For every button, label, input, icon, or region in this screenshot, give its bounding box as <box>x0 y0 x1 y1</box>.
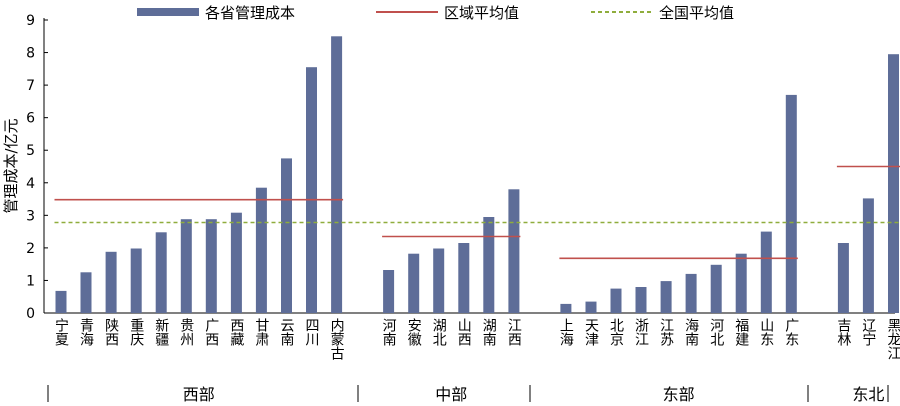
category-label: 山西 <box>456 318 472 346</box>
category-label: 内蒙古 <box>329 318 345 360</box>
bar <box>483 217 495 313</box>
group-label: 中部 <box>435 385 467 404</box>
category-label: 吉林 <box>835 318 851 346</box>
bar <box>55 290 67 313</box>
category-label: 贵州 <box>178 318 194 346</box>
category-label: 黑龙江 <box>886 318 900 360</box>
bar <box>105 251 117 313</box>
y-tick-label: 6 <box>26 111 35 127</box>
legend-national-label: 全国平均值 <box>659 4 734 22</box>
average-lines <box>54 165 900 260</box>
group-label: 东部 <box>663 385 695 404</box>
category-label: 天津 <box>583 318 599 346</box>
category-label: 海南 <box>683 318 699 346</box>
legend-regional-label: 区域平均值 <box>444 4 519 22</box>
y-tick-label: 4 <box>26 176 35 192</box>
category-label: 河南 <box>381 318 397 346</box>
category-label: 广东 <box>783 318 799 346</box>
category-label: 福建 <box>733 318 749 347</box>
y-tick-label: 0 <box>26 306 35 322</box>
legend-bar-label: 各省管理成本 <box>205 4 295 22</box>
labels: 0 1 2 3 4 5 6 7 8 9 管理成本/亿元宁夏 青海 陕西 重庆 新疆 贵州 广西 西藏 甘肃 云南 四川内… <box>2 13 900 404</box>
category-label: 江苏 <box>658 318 674 347</box>
category-label: 上海 <box>558 318 574 346</box>
bar <box>306 67 317 313</box>
bar <box>80 272 92 313</box>
bar <box>585 301 597 313</box>
bar <box>383 270 395 313</box>
category-label: 北京 <box>608 318 624 346</box>
bar <box>130 248 142 313</box>
y-tick-label: 3 <box>26 208 35 224</box>
bar <box>685 273 697 313</box>
bar <box>180 219 192 313</box>
bar <box>230 212 242 313</box>
category-label: 山东 <box>758 318 774 346</box>
category-label: 湖南 <box>481 318 497 346</box>
category-label: 陕西 <box>103 318 119 346</box>
category-label: 浙江 <box>633 318 649 346</box>
bar <box>710 264 722 313</box>
bar <box>560 303 572 313</box>
category-label: 湖北 <box>431 318 447 347</box>
category-label: 新疆 <box>153 318 169 346</box>
y-tick-label: 9 <box>26 13 35 29</box>
bar <box>785 94 797 314</box>
category-label: 宁夏 <box>53 317 69 346</box>
category-label: 河北 <box>708 318 724 347</box>
category-label: 辽宁 <box>860 318 876 346</box>
category-label: 甘肃 <box>253 318 269 346</box>
bar <box>660 281 672 313</box>
bar <box>862 198 874 313</box>
category-label: 广西 <box>203 318 219 346</box>
bar <box>408 253 420 313</box>
bar <box>888 54 899 313</box>
bar <box>508 189 520 313</box>
bar <box>735 253 747 313</box>
bar <box>635 287 647 313</box>
bar <box>760 231 772 313</box>
category-label: 四川 <box>304 318 320 346</box>
category-label: 青海 <box>78 318 94 346</box>
group-label: 东北 <box>852 385 884 404</box>
group-label: 西部 <box>183 385 215 404</box>
category-label: 重庆 <box>128 318 144 346</box>
y-axis-label: 管理成本/亿元 <box>2 118 20 213</box>
bar <box>155 232 167 313</box>
bar <box>433 248 445 313</box>
bar <box>281 158 292 313</box>
legend-bar-swatch <box>137 8 199 16</box>
category-label: 云南 <box>279 318 295 346</box>
bar <box>205 219 217 313</box>
category-label: 安徽 <box>406 318 422 346</box>
y-tick-label: 1 <box>26 273 35 289</box>
legend: 各省管理成本 区域平均值 全国平均值 <box>137 4 734 22</box>
y-tick-label: 5 <box>26 143 35 159</box>
bar <box>610 288 622 313</box>
y-tick-label: 8 <box>26 46 35 62</box>
category-label: 江西 <box>506 318 522 346</box>
bar <box>837 243 849 313</box>
bar <box>458 243 470 313</box>
bars <box>55 36 899 314</box>
bar <box>255 187 267 313</box>
bar <box>331 36 343 314</box>
y-tick-label: 7 <box>26 78 35 94</box>
category-label: 西藏 <box>228 318 244 346</box>
y-tick-label: 2 <box>26 241 35 257</box>
